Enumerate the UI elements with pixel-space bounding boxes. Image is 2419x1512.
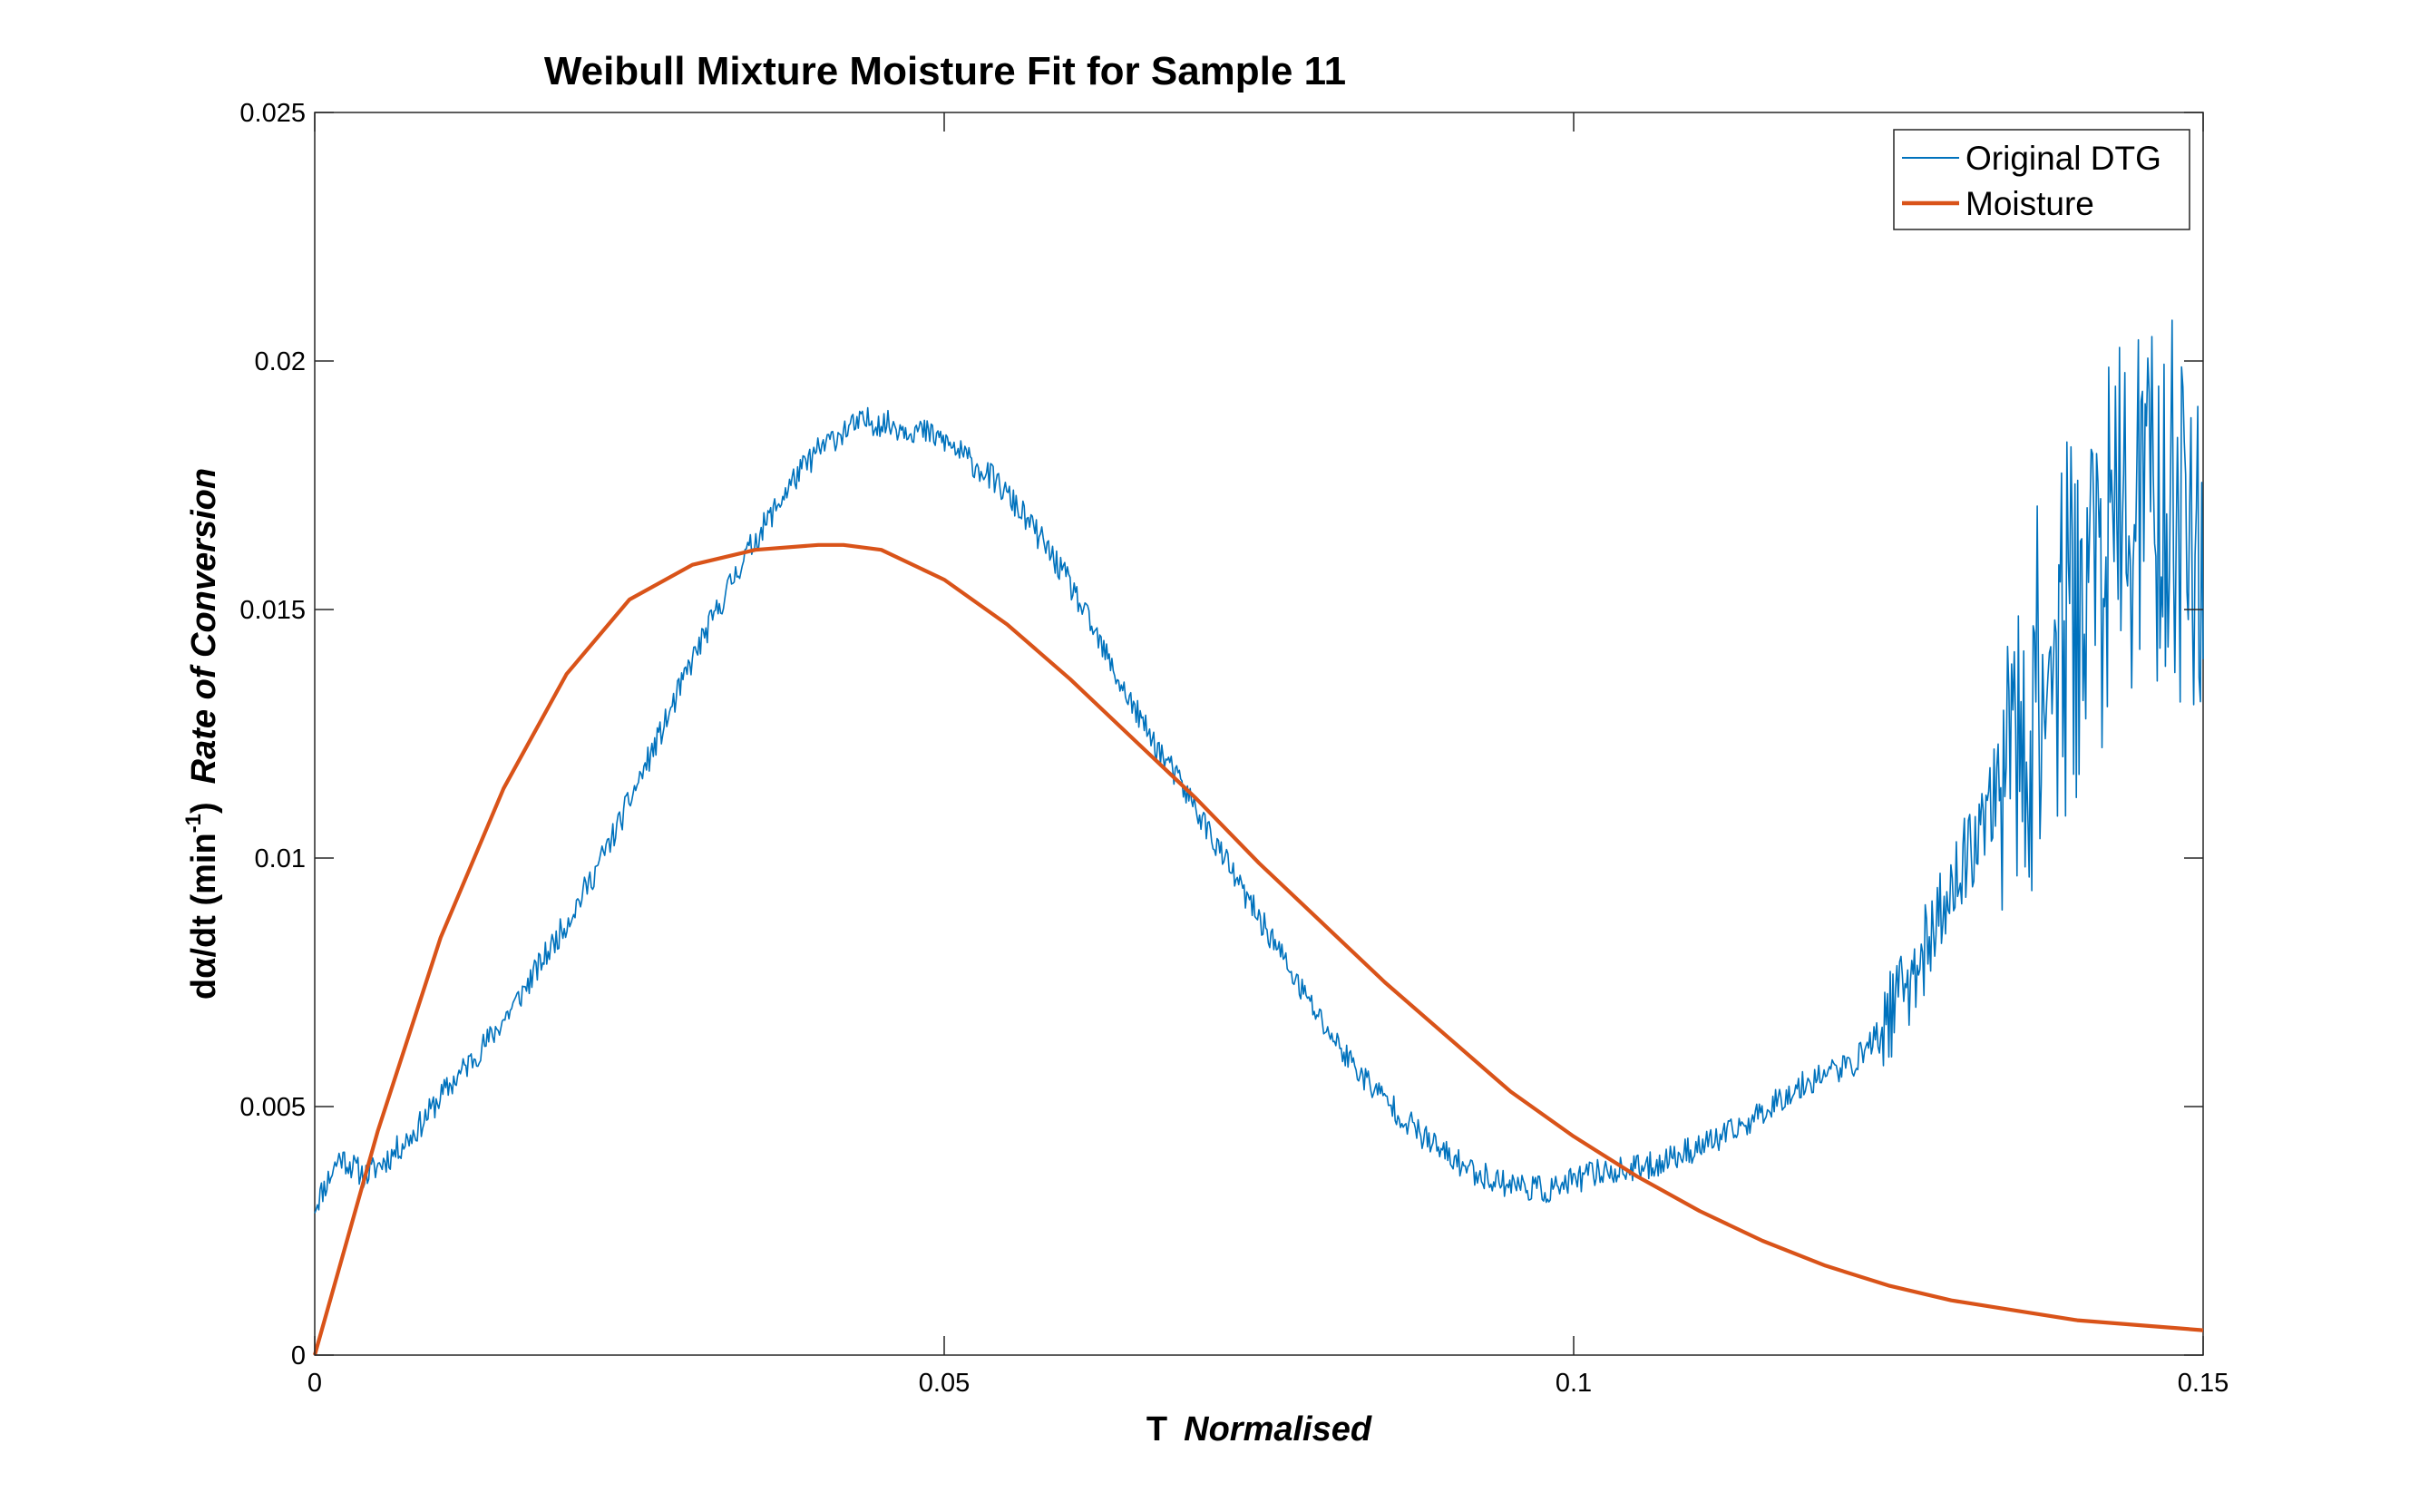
legend-box <box>1893 129 2190 230</box>
y-tick-label: 0.005 <box>239 1093 306 1122</box>
y-tick-label: 0.01 <box>255 844 306 873</box>
y-axis-exponent: -1 <box>181 814 206 833</box>
x-tick-label: 0.15 <box>2178 1369 2229 1398</box>
x-axis-name: Normalised <box>1184 1410 1372 1449</box>
legend: Original DTG Moisture <box>1893 129 2190 230</box>
y-axis-prefix: dα/dt (min <box>185 833 223 1000</box>
legend-label-original-dtg: Original DTG <box>1965 140 2161 177</box>
y-axis: 0 0.005 0.01 0.015 0.02 0.025 <box>239 99 2203 1371</box>
plot-frame <box>314 112 2204 1356</box>
x-tick-label: 0.05 <box>919 1369 970 1398</box>
x-axis: 0 0.05 0.1 0.15 <box>307 112 2229 1398</box>
plot-area: 0 0.05 0.1 0.15 0 0.005 0.01 0.015 0.02 0.025 <box>239 99 2229 1398</box>
x-tick-label: 0.1 <box>1556 1369 1592 1398</box>
x-axis-symbol: T <box>1146 1410 1167 1449</box>
series-line-original-dtg <box>314 319 2204 1214</box>
x-axis-label: T Normalised <box>1146 1410 1372 1449</box>
chart-title: Weibull Mixture Moisture Fit for Sample … <box>544 49 1346 93</box>
y-axis-label: dα/dt (min-1) Rate of Conversion <box>181 468 223 1000</box>
x-tick-label: 0 <box>307 1369 322 1398</box>
series-layer <box>312 319 2204 1356</box>
y-tick-label: 0 <box>291 1341 306 1371</box>
series-line-moisture <box>312 542 2204 1356</box>
y-tick-label: 0.025 <box>239 99 306 128</box>
y-axis-suffix: ) <box>185 802 223 814</box>
y-axis-name: Rate of Conversion <box>185 468 223 784</box>
y-tick-label: 0.02 <box>255 347 306 376</box>
legend-label-moisture: Moisture <box>1965 185 2094 222</box>
y-tick-label: 0.015 <box>239 596 306 625</box>
